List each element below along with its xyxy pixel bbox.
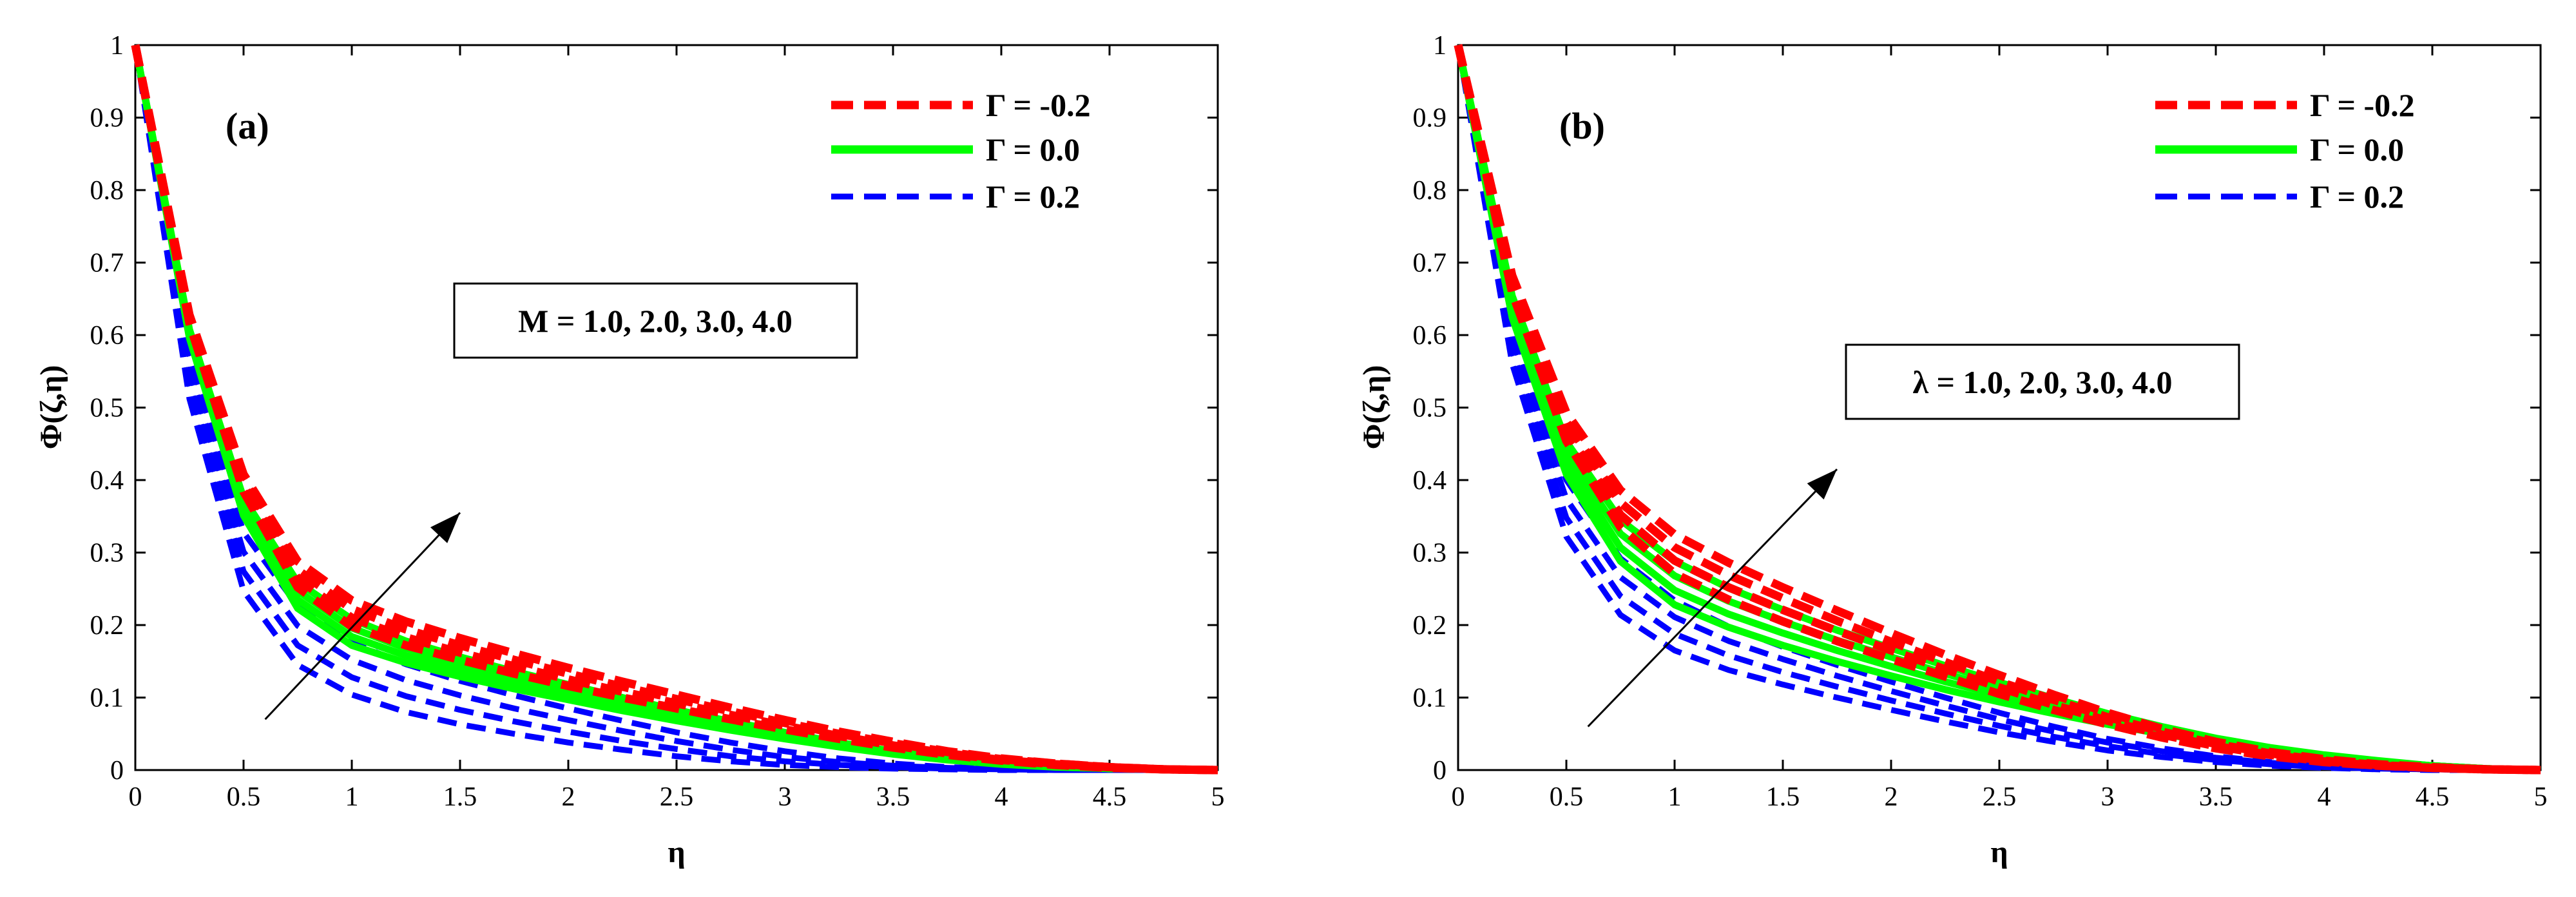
panel-b-arrow bbox=[1587, 468, 1838, 728]
panel-a-x-tick-label-4: 2 bbox=[562, 782, 575, 812]
panel-b-x-tick-label-5: 2.5 bbox=[1983, 782, 2017, 812]
panel-a-x-tick-label-6: 3 bbox=[778, 782, 792, 812]
panel-a-y-ticks: 0 0.1 0.2 0.3 0.4 0.5 0.6 0.7 0.8 0.9 1 bbox=[90, 31, 1218, 786]
panel-a-y-tick-label-3: 0.3 bbox=[90, 539, 124, 568]
panel-a-legend: Γ = -0.2 Γ = 0.0 Γ = 0.2 bbox=[831, 87, 1091, 215]
panel-a-y-tick-label-8: 0.8 bbox=[90, 176, 124, 206]
panel-b-x-tick-label-3: 1.5 bbox=[1766, 782, 1800, 812]
panel-b-annotation-text: λ = 1.0, 2.0, 3.0, 4.0 bbox=[1912, 364, 2172, 400]
panel-b-y-ticks: 0 0.1 0.2 0.3 0.4 0.5 0.6 0.7 0.8 0.9 1 bbox=[1413, 31, 2541, 786]
panel-a-series-gamma-neg-0-2-param-4 bbox=[131, 44, 1218, 775]
panel-b-x-tick-label-9: 4.5 bbox=[2416, 782, 2450, 812]
panel-a-arrow bbox=[264, 512, 461, 720]
panel-b-label: (b) bbox=[1559, 105, 1605, 147]
panel-b-series-gamma-neg-0-2-param-4 bbox=[1454, 44, 2541, 775]
panel-b-x-tick-label-6: 3 bbox=[2101, 782, 2115, 812]
panel-a-y-tick-label-7: 0.7 bbox=[90, 249, 124, 278]
panel-a-y-tick-label-4: 0.4 bbox=[90, 466, 124, 496]
panel-a-series-layer bbox=[131, 44, 1218, 775]
panel-b-x-tick-label-8: 4 bbox=[2318, 782, 2331, 812]
panel-a-legend-label-gamma-neg-0-2: Γ = -0.2 bbox=[986, 87, 1091, 123]
panel-a-x-tick-label-7: 3.5 bbox=[876, 782, 910, 812]
panel-b-x-tick-label-10: 5 bbox=[2534, 782, 2548, 812]
panel-b-y-tick-label-2: 0.2 bbox=[1413, 611, 1447, 641]
panel-a-x-tick-label-9: 4.5 bbox=[1093, 782, 1127, 812]
panel-a-series-gamma-0-2-param-2 bbox=[132, 44, 1218, 773]
panel-b-y-tick-label-7: 0.7 bbox=[1413, 249, 1447, 278]
panel-b-x-ticks: 0 0.5 1 1.5 2 2.5 3 3.5 4 4.5 5 bbox=[1452, 45, 2548, 812]
panel-a-series-gamma-0-2-param-4 bbox=[132, 44, 1218, 773]
panel-b: 0 0.5 1 1.5 2 2.5 3 3.5 4 4.5 5 0 0.1 0.2 0.3 0.4 0.5 0.… bbox=[1357, 31, 2548, 869]
panel-a-y-tick-label-1: 0.1 bbox=[90, 684, 124, 713]
panel-a-x-tick-label-8: 4 bbox=[995, 782, 1008, 812]
panel-a-x-tick-label-3: 1.5 bbox=[443, 782, 477, 812]
panel-a-series-gamma-neg-0-2-param-1 bbox=[131, 44, 1218, 775]
panel-a-arrow-shaft bbox=[264, 512, 461, 720]
panel-b-x-axis-label: η bbox=[1990, 835, 2008, 869]
panel-b-legend: Γ = -0.2 Γ = 0.0 Γ = 0.2 bbox=[2155, 87, 2415, 215]
panel-a-legend-label-gamma-0-0: Γ = 0.0 bbox=[986, 131, 1080, 168]
panel-a-x-tick-label-2: 1 bbox=[345, 782, 359, 812]
panel-a-x-tick-label-5: 2.5 bbox=[660, 782, 694, 812]
panel-a-y-tick-label-2: 0.2 bbox=[90, 611, 124, 641]
panel-b-series-gamma-neg-0-2-param-3 bbox=[1454, 44, 2541, 775]
panel-b-y-axis-label: Φ(ζ,η) bbox=[1357, 365, 1391, 450]
panel-a-x-ticks: 0 0.5 1 1.5 2 2.5 3 3.5 4 4.5 5 bbox=[129, 45, 1225, 812]
panel-a-series-gamma-0-2-param-3 bbox=[132, 44, 1218, 773]
panel-a-label: (a) bbox=[226, 105, 269, 147]
panel-b-x-tick-label-2: 1 bbox=[1668, 782, 1682, 812]
panel-a-y-tick-label-0: 0 bbox=[110, 756, 124, 786]
panel-b-x-tick-label-0: 0 bbox=[1452, 782, 1465, 812]
panel-b-y-tick-label-8: 0.8 bbox=[1413, 176, 1447, 206]
panel-b-x-tick-label-1: 0.5 bbox=[1550, 782, 1584, 812]
panel-a-x-axis-label: η bbox=[668, 835, 685, 869]
panel-b-legend-label-gamma-neg-0-2: Γ = -0.2 bbox=[2310, 87, 2415, 123]
panel-b-x-tick-label-4: 2 bbox=[1885, 782, 1898, 812]
panel-a-arrow-head bbox=[430, 512, 460, 543]
panel-b-arrow-shaft bbox=[1587, 468, 1838, 728]
panel-a-x-tick-label-1: 0.5 bbox=[227, 782, 261, 812]
panel-b-y-tick-label-10: 1 bbox=[1433, 31, 1447, 61]
panel-b-legend-label-gamma-0-2: Γ = 0.2 bbox=[2310, 178, 2404, 215]
panel-b-y-tick-label-5: 0.5 bbox=[1413, 394, 1447, 423]
panel-a-annotation-text: M = 1.0, 2.0, 3.0, 4.0 bbox=[518, 303, 793, 339]
panel-a-x-tick-label-10: 5 bbox=[1211, 782, 1225, 812]
panel-b-y-tick-label-4: 0.4 bbox=[1413, 466, 1447, 496]
panel-b-y-tick-label-9: 0.9 bbox=[1413, 104, 1447, 133]
panel-a: 0 0.5 1 1.5 2 2.5 3 3.5 4 4.5 5 0 0.1 0.2 0.3 0.4 0.5 0.… bbox=[34, 31, 1225, 869]
panel-a-legend-label-gamma-0-2: Γ = 0.2 bbox=[986, 178, 1080, 215]
panel-b-annotation-box bbox=[1845, 343, 2240, 420]
panel-b-legend-label-gamma-0-0: Γ = 0.0 bbox=[2310, 131, 2404, 168]
panel-a-y-tick-label-9: 0.9 bbox=[90, 104, 124, 133]
panel-b-series-layer bbox=[1454, 44, 2541, 775]
panel-b-y-tick-label-0: 0 bbox=[1433, 756, 1447, 786]
panel-b-arrow-head bbox=[1807, 469, 1837, 500]
panel-a-y-tick-label-10: 1 bbox=[110, 31, 124, 61]
panel-a-y-tick-label-6: 0.6 bbox=[90, 321, 124, 351]
panel-a-y-tick-label-5: 0.5 bbox=[90, 394, 124, 423]
panel-b-y-tick-label-1: 0.1 bbox=[1413, 684, 1447, 713]
panel-a-x-tick-label-0: 0 bbox=[129, 782, 142, 812]
panel-a-y-axis-label: Φ(ζ,η) bbox=[34, 365, 68, 450]
panel-b-y-tick-label-3: 0.3 bbox=[1413, 539, 1447, 568]
panel-a-annotation-box bbox=[453, 282, 858, 359]
panel-b-x-tick-label-7: 3.5 bbox=[2199, 782, 2233, 812]
panel-b-y-tick-label-6: 0.6 bbox=[1413, 321, 1447, 351]
